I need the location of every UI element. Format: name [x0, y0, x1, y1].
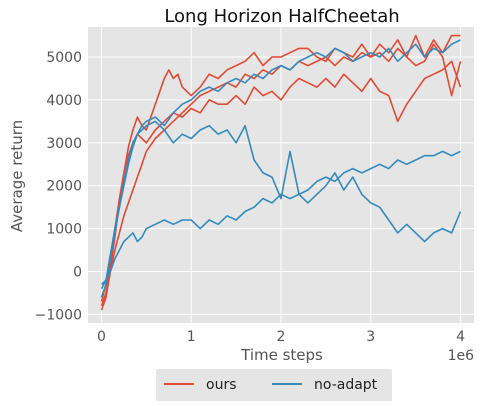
x-tick-label: 4 [456, 329, 465, 345]
series-line-no-adapt-5 [100, 150, 461, 285]
x-tick-label: 3 [366, 329, 375, 345]
legend: ours no-adapt [156, 369, 392, 401]
legend-label-ours: ours [206, 377, 237, 393]
y-tick-label: −1000 [35, 307, 82, 323]
y-tick-label: 5000 [46, 50, 82, 66]
y-tick-label: 3000 [46, 136, 82, 152]
y-tick-label: 4000 [46, 93, 82, 109]
y-axis-label: Average return [8, 120, 26, 232]
series-line-no-adapt-4 [100, 120, 462, 298]
legend-label-no-adapt: no-adapt [314, 377, 378, 393]
y-tick-label: 2000 [46, 179, 82, 195]
x-tick-label: 1 [187, 329, 196, 345]
y-tick-label: 0 [73, 265, 82, 281]
x-tick-label: 2 [277, 329, 286, 345]
series-layer [100, 34, 462, 311]
x-axis-label: Time steps [240, 346, 323, 364]
y-tick-label: 1000 [46, 222, 82, 238]
chart-title: Long Horizon HalfCheetah [164, 6, 399, 27]
tick-labels: 0 1 2 3 4 −1000 0 1000 2000 3000 4000 5000 [35, 50, 465, 345]
series-line-no-adapt-3 [100, 39, 461, 290]
x-tick-label: 0 [97, 329, 106, 345]
x-axis-offset-label: 1e6 [448, 348, 475, 364]
